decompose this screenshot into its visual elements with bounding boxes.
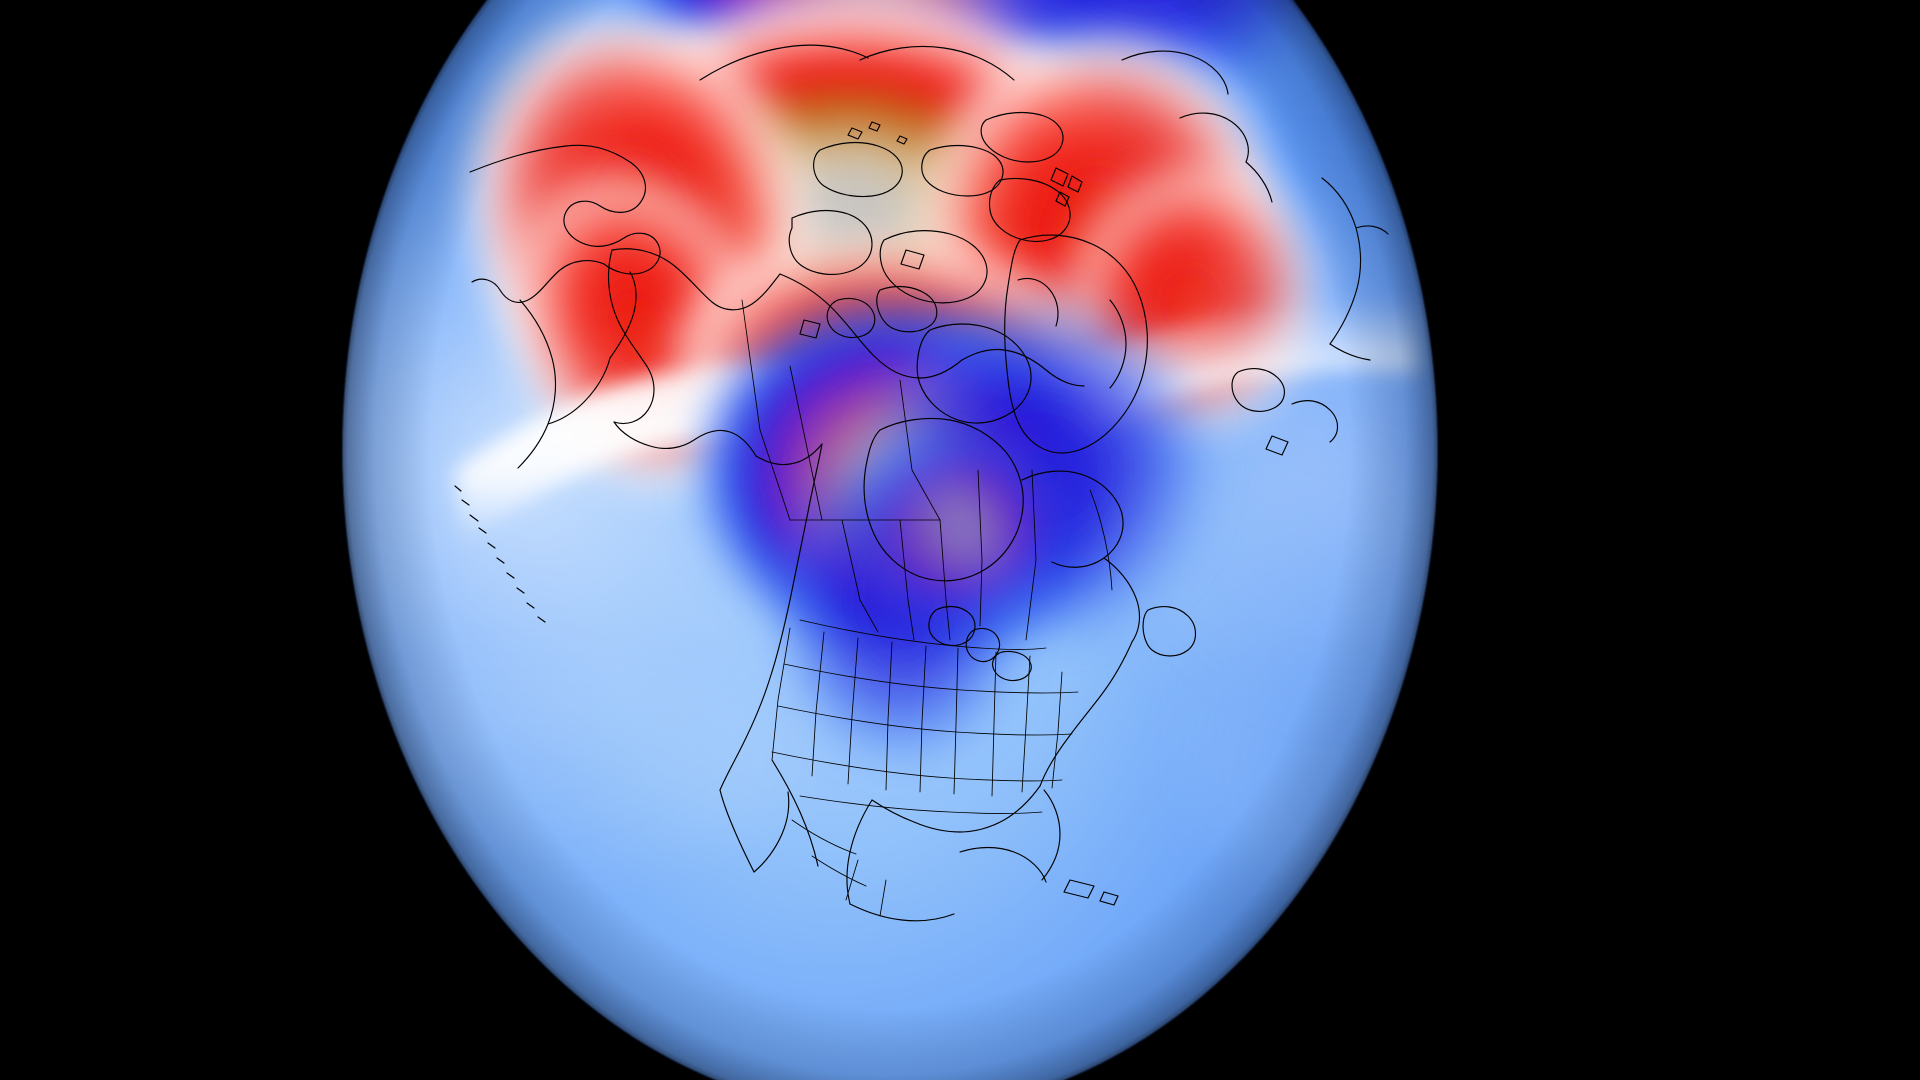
globe-disc <box>342 0 1438 1080</box>
globe-limb-shading <box>342 0 1438 1080</box>
globe-rim <box>341 0 1439 1080</box>
